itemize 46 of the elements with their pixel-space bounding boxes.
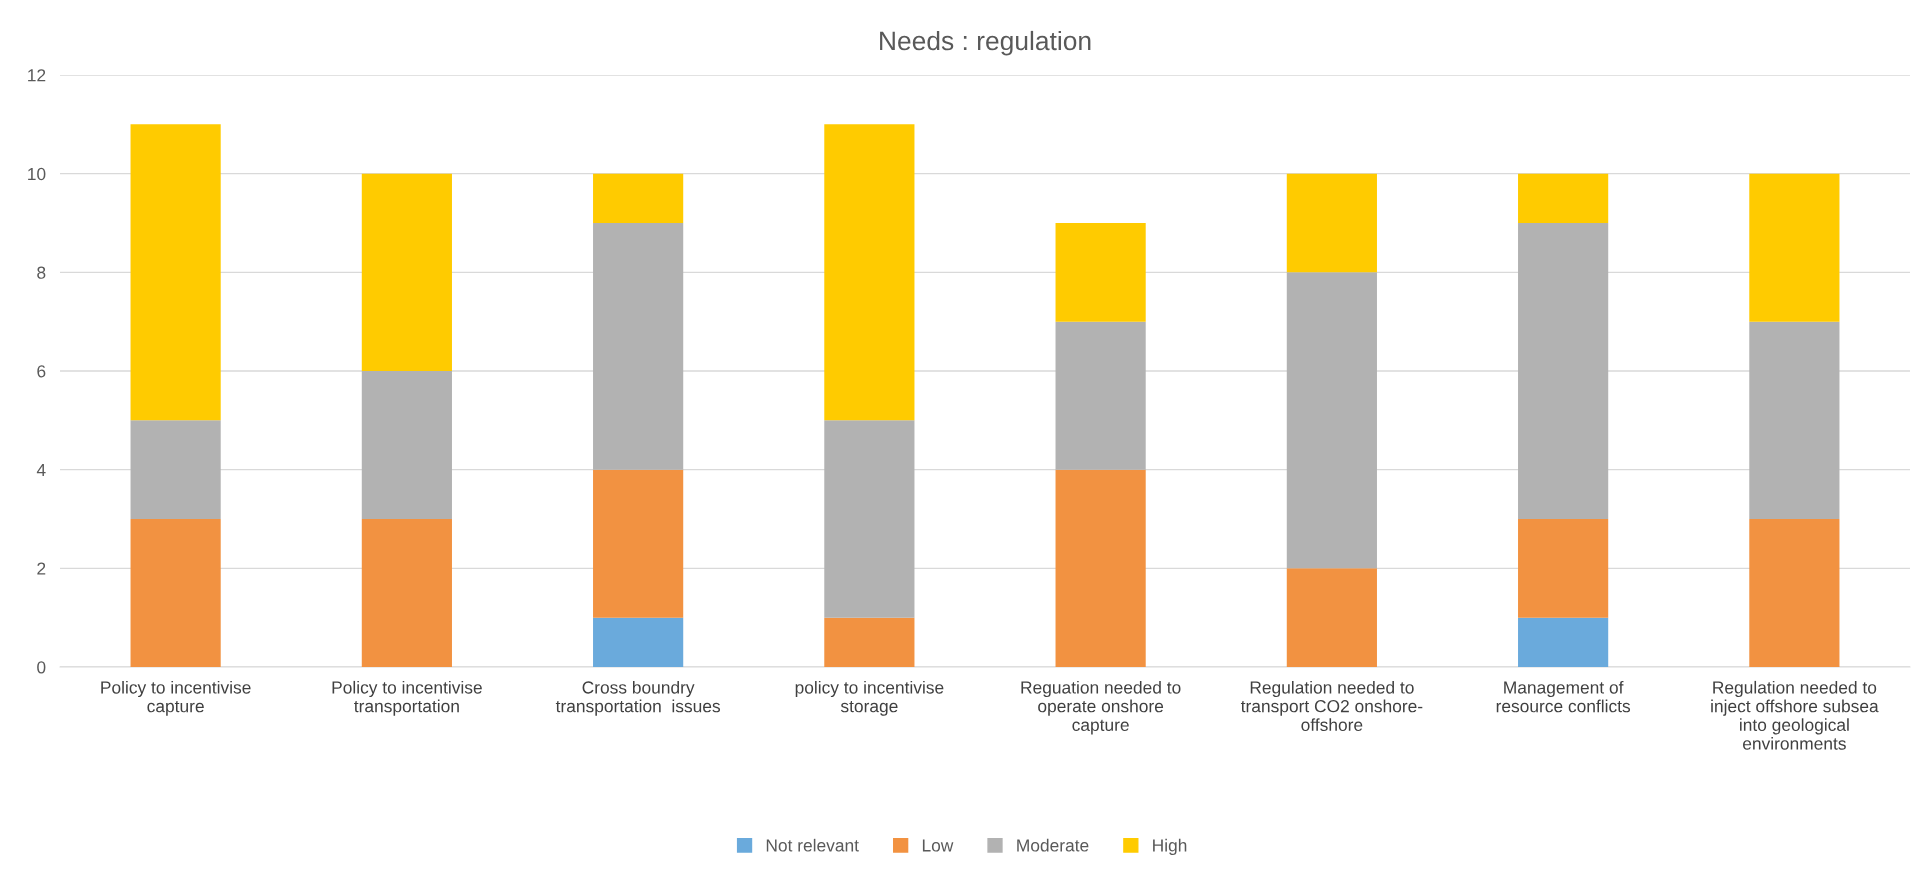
bar — [593, 223, 684, 470]
bar — [1518, 223, 1609, 519]
x-tick-label: Reguation needed to operate onshore capture — [1021, 680, 1181, 735]
bar — [130, 124, 221, 421]
x-tick-label: Management of resource conflicts — [1496, 680, 1631, 713]
x-tick-label: policy to incentivise storage — [795, 680, 944, 716]
bar — [1749, 519, 1840, 667]
y-tick-label: 8 — [37, 266, 46, 279]
y-tick-label: 10 — [28, 167, 46, 181]
y-tick-label: 4 — [36, 464, 46, 476]
bar — [1518, 173, 1609, 223]
bar — [593, 469, 684, 618]
bar — [1286, 568, 1377, 667]
bar — [361, 371, 452, 519]
legend-label: Not relevant — [766, 838, 859, 852]
y-tick-label: 0 — [37, 661, 46, 674]
bar — [824, 617, 915, 667]
bar — [1055, 321, 1146, 470]
bar — [593, 617, 684, 667]
bar — [361, 519, 452, 667]
bar — [1518, 617, 1609, 667]
y-tick-label: 2 — [37, 562, 46, 575]
y-tick-label: 12 — [28, 69, 46, 82]
bar — [1518, 519, 1609, 618]
x-tick-label: Policy to incentivise transportation — [332, 680, 482, 716]
bar — [1286, 272, 1377, 569]
bar — [1749, 321, 1840, 519]
x-tick-label: Regulation needed to inject offshore subsea into geological environments — [1711, 680, 1879, 750]
bar — [593, 173, 684, 223]
legend-label: Low — [922, 839, 954, 852]
bar — [1055, 469, 1146, 667]
bar — [361, 173, 452, 371]
chart-title: Needs : regulation — [880, 30, 1091, 56]
bar — [130, 420, 221, 519]
legend-label: High — [1153, 838, 1187, 855]
x-tick-label: Policy to incentivise capture — [101, 680, 251, 716]
y-tick-label: 6 — [37, 365, 46, 378]
x-tick-label: Regulation needed to transport CO2 onshore- offshore — [1240, 680, 1423, 732]
bar — [1749, 173, 1840, 322]
x-tick-label: Cross boundry transportation issues — [555, 680, 721, 716]
bar — [1286, 173, 1377, 273]
bar — [824, 420, 915, 618]
bar — [824, 124, 915, 421]
bar — [130, 519, 221, 667]
bar — [1055, 223, 1146, 322]
legend-label: Moderate — [1017, 838, 1089, 852]
